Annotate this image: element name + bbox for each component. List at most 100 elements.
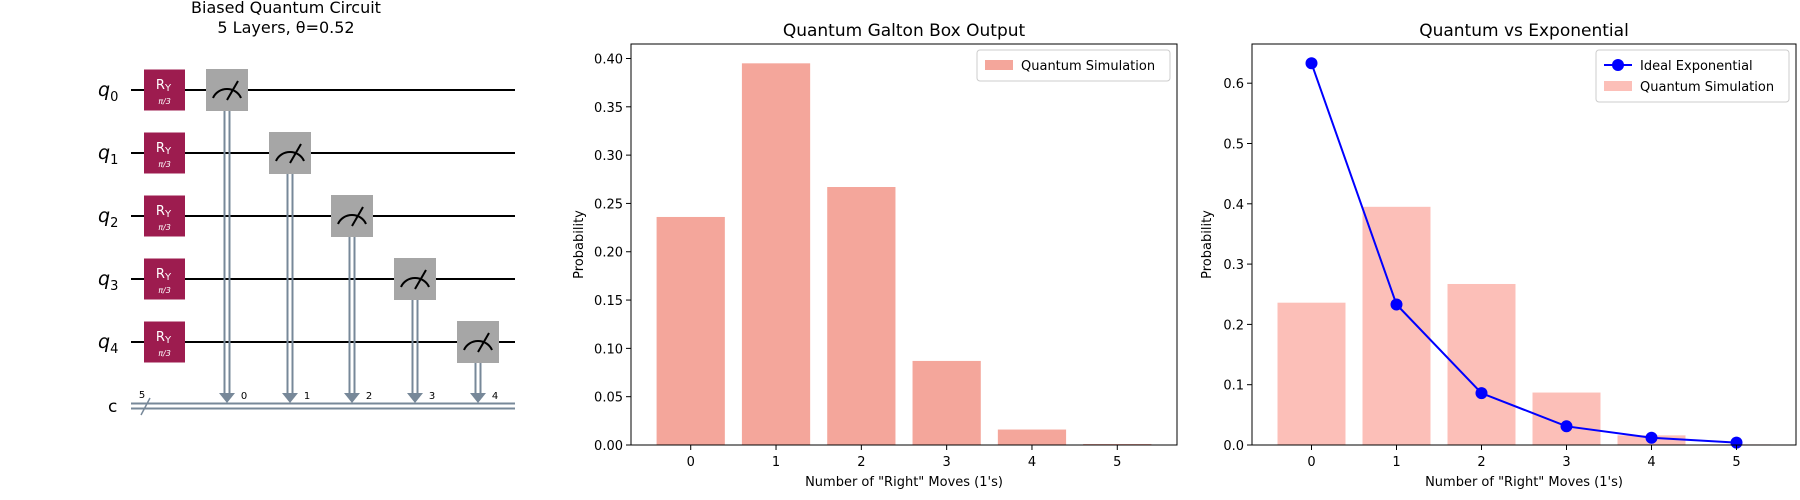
ry-gate-name: R: [156, 78, 165, 93]
ry-gate: [144, 258, 185, 300]
x-tick-label: 0: [687, 455, 695, 470]
ry-gate-subscript: Y: [164, 335, 172, 346]
x-tick-label: 2: [857, 455, 865, 470]
qubit-label: q4: [98, 331, 118, 357]
bar: [827, 187, 896, 445]
qubit-label-index: 1: [110, 153, 118, 168]
ry-gate-label: RY: [156, 204, 172, 220]
classical-register-label: c: [108, 397, 117, 417]
qubit-label-letter: q: [98, 268, 110, 290]
qubit-label-letter: q: [98, 142, 110, 164]
y-tick-label: 0.0: [1223, 439, 1244, 454]
line-point: [1645, 431, 1658, 444]
bar: [656, 216, 725, 445]
line-point: [1305, 57, 1318, 70]
chart-title: Quantum Galton Box Output: [783, 21, 1026, 41]
line-point: [1390, 298, 1403, 311]
ry-gate: [144, 132, 185, 174]
legend-label: Quantum Simulation: [1021, 59, 1155, 74]
qubit-label-index: 4: [110, 342, 118, 357]
qubit-label-index: 3: [110, 279, 118, 294]
x-tick-label: 4: [1647, 455, 1655, 470]
classical-width-slash: [140, 397, 151, 416]
ry-gate: [144, 69, 185, 111]
measure-arrow: [407, 393, 423, 403]
galton-box-bar-chart: Quantum Galton Box Output 0.00 0.05 0.10 0.1…: [572, 21, 1178, 490]
ry-gate-label: RY: [156, 141, 172, 157]
ry-gate-param: π/3: [158, 349, 171, 358]
y-axis-label: Probability: [572, 210, 587, 279]
meter-needle: [351, 206, 364, 227]
line-point: [1475, 387, 1488, 400]
measure-arrow: [219, 393, 235, 403]
qubit-label-index: 0: [110, 90, 118, 105]
ry-gate-label: RY: [156, 78, 172, 94]
qubit-label-letter: q: [98, 331, 110, 353]
y-tick-label: 0.15: [594, 294, 623, 309]
clbit-index-label: 2: [366, 391, 372, 402]
y-tick-label: 0.20: [594, 246, 623, 261]
x-tick-label: 0: [1307, 455, 1315, 470]
ry-gate-subscript: Y: [164, 146, 172, 157]
clbit-index-label: 3: [429, 391, 435, 402]
legend-marker-swatch: [1612, 59, 1624, 71]
x-tick-label: 2: [1477, 455, 1485, 470]
x-tick-label: 5: [1113, 455, 1121, 470]
bar: [1277, 302, 1346, 445]
y-tick-label: 0.4: [1223, 198, 1244, 213]
bar: [997, 429, 1067, 445]
y-tick-label: 0.30: [594, 149, 623, 164]
legend-label: Quantum Simulation: [1640, 80, 1774, 95]
ry-gate: [144, 195, 185, 237]
legend-label: Ideal Exponential: [1640, 59, 1753, 74]
bar: [1447, 283, 1516, 445]
ry-gate-subscript: Y: [164, 272, 172, 283]
bar: [1362, 206, 1431, 445]
classical-width-label: 5: [139, 390, 145, 401]
meter-arc: [463, 340, 493, 351]
ry-gate-subscript: Y: [164, 83, 172, 94]
meter-arc: [212, 88, 242, 99]
qubit-label-index: 2: [110, 216, 118, 231]
line-point: [1730, 436, 1743, 449]
bar: [912, 360, 981, 445]
clbit-index-label: 0: [241, 391, 247, 402]
y-tick-label: 0.35: [594, 101, 623, 116]
meter-arc: [337, 214, 367, 225]
x-axis-label: Number of "Right" Moves (1's): [1425, 475, 1623, 490]
y-tick-label: 0.05: [594, 391, 623, 406]
x-tick-label: 1: [1392, 455, 1400, 470]
ry-gate-label: RY: [156, 330, 172, 346]
qubit-label-letter: q: [98, 79, 110, 101]
bar: [741, 63, 811, 445]
circuit-title: Biased Quantum Circuit: [191, 0, 381, 17]
meter-needle: [414, 269, 427, 290]
x-tick-label: 4: [1028, 455, 1036, 470]
y-tick-label: 0.10: [594, 342, 623, 357]
ry-gate-param: π/3: [158, 286, 171, 295]
chart-title: Quantum vs Exponential: [1419, 21, 1629, 41]
y-tick-label: 0.1: [1223, 379, 1244, 394]
ry-gate-name: R: [156, 267, 165, 282]
meter-arc: [400, 277, 430, 288]
ry-gate-param: π/3: [158, 97, 171, 106]
qubit-label: q3: [98, 268, 118, 294]
bar: [1532, 392, 1601, 445]
circuit-subtitle: 5 Layers, θ=0.52: [217, 18, 354, 37]
x-tick-label: 5: [1732, 455, 1740, 470]
legend-box: [1595, 49, 1790, 103]
ry-gate: [144, 321, 185, 363]
qubit-label-letter: q: [98, 205, 110, 227]
measure-arrow: [470, 393, 486, 403]
legend-bar-swatch: [1604, 81, 1632, 91]
ry-gate-param: π/3: [158, 160, 171, 169]
x-tick-label: 3: [1562, 455, 1570, 470]
y-axis-label: Probability: [1200, 210, 1215, 279]
meter-arc: [275, 151, 305, 162]
series-line: [1310, 62, 1737, 444]
ry-gate-name: R: [156, 204, 165, 219]
qubit-label: q2: [98, 205, 118, 231]
ry-gate-subscript: Y: [164, 209, 172, 220]
